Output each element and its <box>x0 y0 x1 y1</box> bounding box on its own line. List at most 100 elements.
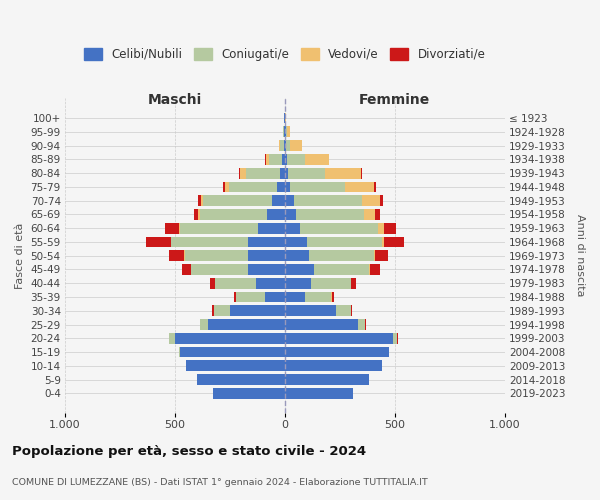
Bar <box>166 223 179 234</box>
Bar <box>203 196 272 206</box>
Legend: Celibi/Nubili, Coniugati/e, Vedovi/e, Divorziati/e: Celibi/Nubili, Coniugati/e, Vedovi/e, Di… <box>84 48 485 60</box>
Bar <box>248 264 285 275</box>
Bar <box>384 223 396 234</box>
Bar <box>287 154 305 164</box>
Bar <box>146 236 171 248</box>
Bar <box>285 126 286 137</box>
Bar <box>314 264 369 275</box>
Bar <box>361 168 362 178</box>
Bar <box>285 292 305 302</box>
Bar <box>259 223 285 234</box>
Bar <box>187 360 285 371</box>
Bar <box>285 264 314 275</box>
Bar <box>272 196 285 206</box>
Bar <box>285 209 296 220</box>
Bar <box>284 140 285 151</box>
Bar <box>179 223 180 234</box>
Bar <box>280 140 284 151</box>
Bar <box>285 250 310 261</box>
Bar <box>201 196 203 206</box>
Bar <box>225 182 229 192</box>
Bar <box>234 292 236 302</box>
Bar <box>171 236 172 248</box>
Bar <box>290 182 345 192</box>
Bar <box>200 319 208 330</box>
Bar <box>345 182 374 192</box>
Bar <box>247 168 280 178</box>
Bar <box>200 209 267 220</box>
Bar <box>277 182 285 192</box>
Bar <box>198 196 201 206</box>
Bar <box>169 250 184 261</box>
Bar <box>283 126 284 137</box>
Bar <box>248 250 285 261</box>
Bar <box>288 168 325 178</box>
Bar <box>358 319 365 330</box>
Bar <box>286 140 290 151</box>
Bar <box>180 346 285 358</box>
Bar <box>311 278 351 288</box>
Bar <box>236 292 265 302</box>
Bar <box>285 360 382 371</box>
Bar <box>364 209 376 220</box>
Bar <box>325 168 361 178</box>
Text: Maschi: Maschi <box>148 93 202 107</box>
Bar <box>382 236 384 248</box>
Bar <box>210 278 215 288</box>
Bar <box>175 333 285 344</box>
Bar <box>191 264 248 275</box>
Bar <box>285 182 290 192</box>
Bar <box>376 209 380 220</box>
Bar <box>182 264 191 275</box>
Bar <box>380 196 383 206</box>
Bar <box>393 333 397 344</box>
Bar <box>215 278 256 288</box>
Bar <box>285 223 300 234</box>
Bar <box>285 278 311 288</box>
Bar <box>194 209 199 220</box>
Bar <box>256 278 285 288</box>
Bar <box>240 168 247 178</box>
Bar <box>208 319 285 330</box>
Bar <box>375 250 388 261</box>
Bar <box>285 306 336 316</box>
Bar <box>305 154 329 164</box>
Bar <box>285 319 358 330</box>
Bar <box>370 264 380 275</box>
Bar <box>285 374 369 385</box>
Bar <box>285 168 288 178</box>
Bar <box>351 306 352 316</box>
Bar <box>282 154 285 164</box>
Bar <box>305 292 331 302</box>
Bar <box>180 223 259 234</box>
Bar <box>284 126 285 137</box>
Bar <box>239 168 240 178</box>
Bar <box>293 196 362 206</box>
Bar <box>310 250 374 261</box>
Bar <box>213 388 285 399</box>
Bar <box>374 182 376 192</box>
Bar <box>300 223 377 234</box>
Bar <box>285 154 287 164</box>
Bar <box>285 196 293 206</box>
Bar <box>267 209 285 220</box>
Bar <box>229 182 277 192</box>
Bar <box>185 250 248 261</box>
Bar <box>179 346 180 358</box>
Bar <box>230 306 285 316</box>
Bar <box>266 154 269 164</box>
Bar <box>336 306 351 316</box>
Bar <box>384 236 404 248</box>
Bar <box>285 388 353 399</box>
Bar <box>214 306 230 316</box>
Bar <box>377 223 384 234</box>
Bar <box>296 209 364 220</box>
Bar <box>280 168 285 178</box>
Bar <box>172 236 248 248</box>
Text: COMUNE DI LUMEZZANE (BS) - Dati ISTAT 1° gennaio 2024 - Elaborazione TUTTITALIA.: COMUNE DI LUMEZZANE (BS) - Dati ISTAT 1°… <box>12 478 428 487</box>
Bar <box>199 209 200 220</box>
Bar <box>287 126 290 137</box>
Bar <box>332 292 334 302</box>
Y-axis label: Anni di nascita: Anni di nascita <box>575 214 585 297</box>
Bar <box>269 154 282 164</box>
